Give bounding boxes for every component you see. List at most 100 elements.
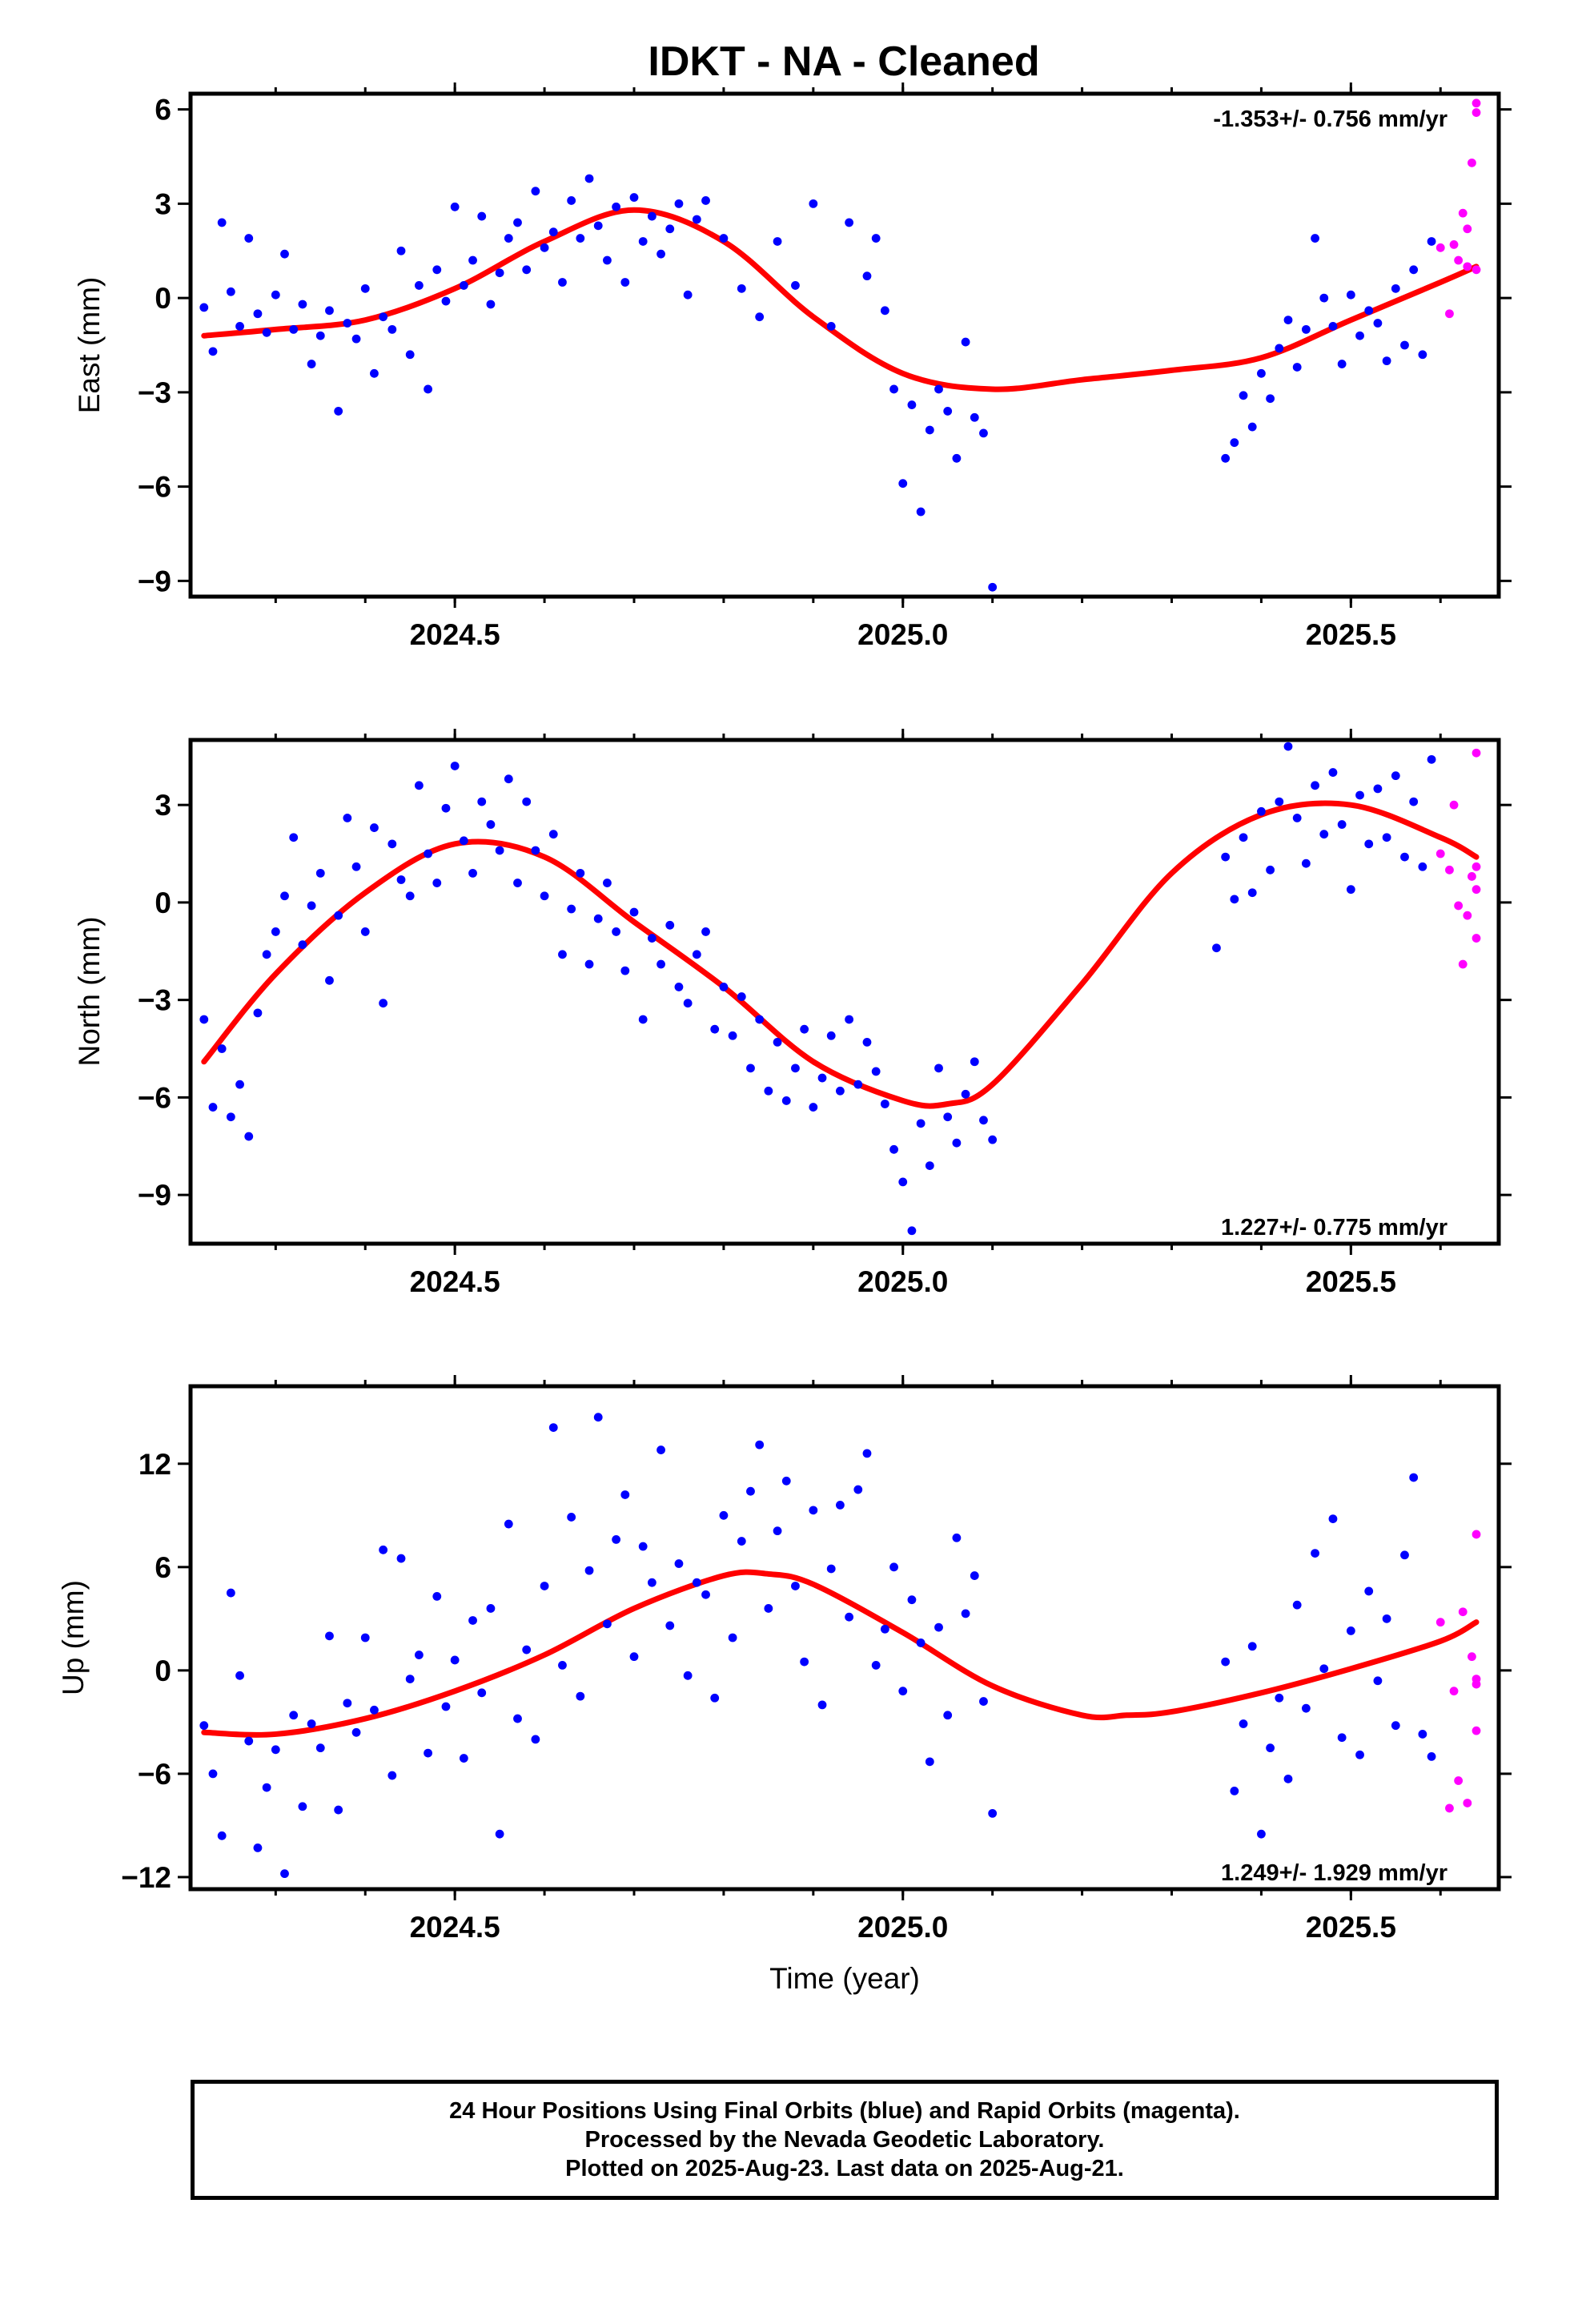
- north-final-orbit-point: [845, 1015, 853, 1024]
- up-final-orbit-point: [970, 1571, 979, 1580]
- east-final-orbit-point: [486, 300, 496, 309]
- north-final-orbit-point: [262, 950, 271, 959]
- east-final-orbit-point: [531, 187, 540, 196]
- north-final-orbit-point: [853, 1080, 863, 1089]
- east-final-orbit-point: [477, 211, 487, 221]
- east-y-ticks: 6 3 0 −3 −6 −9: [138, 94, 1512, 597]
- north-final-orbit-point: [638, 1015, 648, 1024]
- up-final-orbit-point: [728, 1633, 737, 1642]
- east-final-orbit-point: [548, 227, 558, 237]
- up-final-orbit-point: [781, 1476, 791, 1486]
- up-final-orbit-point: [477, 1688, 487, 1698]
- north-final-orbit-point: [567, 904, 576, 914]
- north-y-axis-label: North (mm): [73, 916, 106, 1066]
- north-x-tick-label: 2025.5: [1306, 1265, 1396, 1298]
- up-panel: 12 6 0 −6 −12 2024.5 2025.0 2025.5 1.249+/- 1.…: [57, 1375, 1512, 1995]
- up-rapid-orbit-point: [1454, 1776, 1464, 1785]
- east-final-orbit-point: [862, 271, 872, 281]
- east-final-orbit-point: [370, 368, 379, 378]
- north-y-tick-label: 0: [155, 887, 171, 919]
- east-final-orbit-point: [934, 384, 943, 394]
- north-final-orbit-point: [728, 1031, 737, 1040]
- north-final-orbit-point: [710, 1024, 720, 1034]
- east-fit-curve: [201, 207, 1480, 392]
- north-final-orbit-point: [289, 833, 299, 842]
- up-final-orbit-point: [755, 1440, 765, 1449]
- east-final-orbit-point: [656, 249, 665, 259]
- up-final-orbit-point: [979, 1697, 988, 1706]
- east-final-orbit-point: [584, 174, 594, 183]
- up-final-orbit-point: [701, 1590, 710, 1599]
- up-final-orbit-point: [898, 1687, 908, 1696]
- east-final-orbit-point: [235, 322, 244, 331]
- east-final-orbit-point: [1292, 363, 1302, 372]
- up-final-orbit-point: [450, 1655, 460, 1665]
- up-final-orbit-point: [360, 1633, 370, 1642]
- up-final-orbit-point: [593, 1413, 603, 1422]
- east-final-orbit-point: [809, 199, 818, 208]
- north-final-orbit-point: [208, 1103, 218, 1112]
- north-final-orbit-point: [862, 1038, 872, 1047]
- east-final-orbit-point: [1283, 316, 1293, 324]
- north-final-orbit-point: [379, 999, 388, 1008]
- up-final-orbit-point: [925, 1757, 934, 1767]
- east-final-orbit-point: [271, 290, 280, 300]
- up-final-orbit-point: [1337, 1733, 1347, 1743]
- east-rapid-orbit-point: [1435, 243, 1445, 252]
- up-plot-frame: [188, 1384, 1501, 1892]
- up-final-orbit-point: [1418, 1730, 1427, 1739]
- north-rapid-orbit-point: [1435, 849, 1445, 858]
- up-final-orbit-point: [432, 1591, 442, 1601]
- east-y-axis-label: East (mm): [73, 277, 106, 414]
- up-final-orbit-point: [424, 1748, 432, 1758]
- north-final-orbit-point: [701, 927, 710, 936]
- north-final-orbit-point: [952, 1138, 962, 1148]
- east-final-orbit-point: [217, 218, 227, 227]
- north-fit-line: [201, 800, 1480, 1109]
- east-rapid-orbit-point: [1458, 208, 1468, 218]
- north-final-orbit-point: [603, 879, 612, 887]
- north-final-orbit-point: [548, 830, 558, 839]
- up-final-orbit-point: [486, 1604, 496, 1613]
- east-final-orbit-point: [298, 300, 307, 309]
- east-final-orbit-point: [692, 215, 701, 224]
- up-final-orbit-point: [334, 1805, 343, 1815]
- up-rapid-orbit-point: [1468, 1652, 1476, 1662]
- east-final-orbit-point: [737, 283, 746, 293]
- north-final-orbit-point: [1221, 852, 1231, 862]
- north-final-orbit-point: [387, 839, 397, 849]
- up-final-orbit-point: [719, 1510, 729, 1520]
- up-final-orbit-point: [916, 1638, 926, 1647]
- north-final-orbit-point: [495, 846, 504, 855]
- north-final-orbit-point: [1266, 865, 1275, 875]
- up-final-orbit-point: [441, 1702, 451, 1711]
- north-final-orbit-point: [360, 927, 370, 936]
- up-final-orbit-point: [674, 1559, 684, 1568]
- north-final-orbit-point: [1382, 833, 1391, 842]
- up-final-orbit-point: [253, 1843, 263, 1852]
- east-final-orbit-point: [871, 234, 881, 243]
- east-final-orbit-point: [315, 331, 325, 340]
- east-final-orbit-point: [1239, 391, 1248, 400]
- up-final-orbit-point: [1400, 1550, 1409, 1560]
- north-final-orbit-point: [226, 1112, 235, 1122]
- east-final-orbit-point: [199, 303, 209, 312]
- east-final-orbit-point: [513, 218, 522, 227]
- east-final-orbit-point: [1418, 350, 1427, 360]
- up-rate-label: 1.249+/- 1.929 mm/yr: [1221, 1860, 1447, 1886]
- north-final-orbit-point: [1283, 742, 1293, 751]
- up-final-orbit-point: [737, 1537, 746, 1546]
- up-final-orbit-point: [656, 1445, 665, 1454]
- north-final-orbit-point: [271, 927, 280, 936]
- north-final-orbit-point: [1311, 781, 1319, 790]
- north-final-orbit-point: [889, 1144, 898, 1154]
- up-final-orbit-point: [1230, 1787, 1239, 1795]
- east-final-orbit-point: [1346, 290, 1355, 300]
- north-final-orbit-points: [199, 742, 1436, 1236]
- up-final-orbit-point: [961, 1609, 970, 1618]
- north-final-orbit-point: [486, 820, 496, 829]
- up-final-orbit-point: [307, 1719, 316, 1728]
- up-y-ticks: 12 6 0 −6 −12: [121, 1448, 1512, 1894]
- x-axis-label: Time (year): [769, 1962, 920, 1995]
